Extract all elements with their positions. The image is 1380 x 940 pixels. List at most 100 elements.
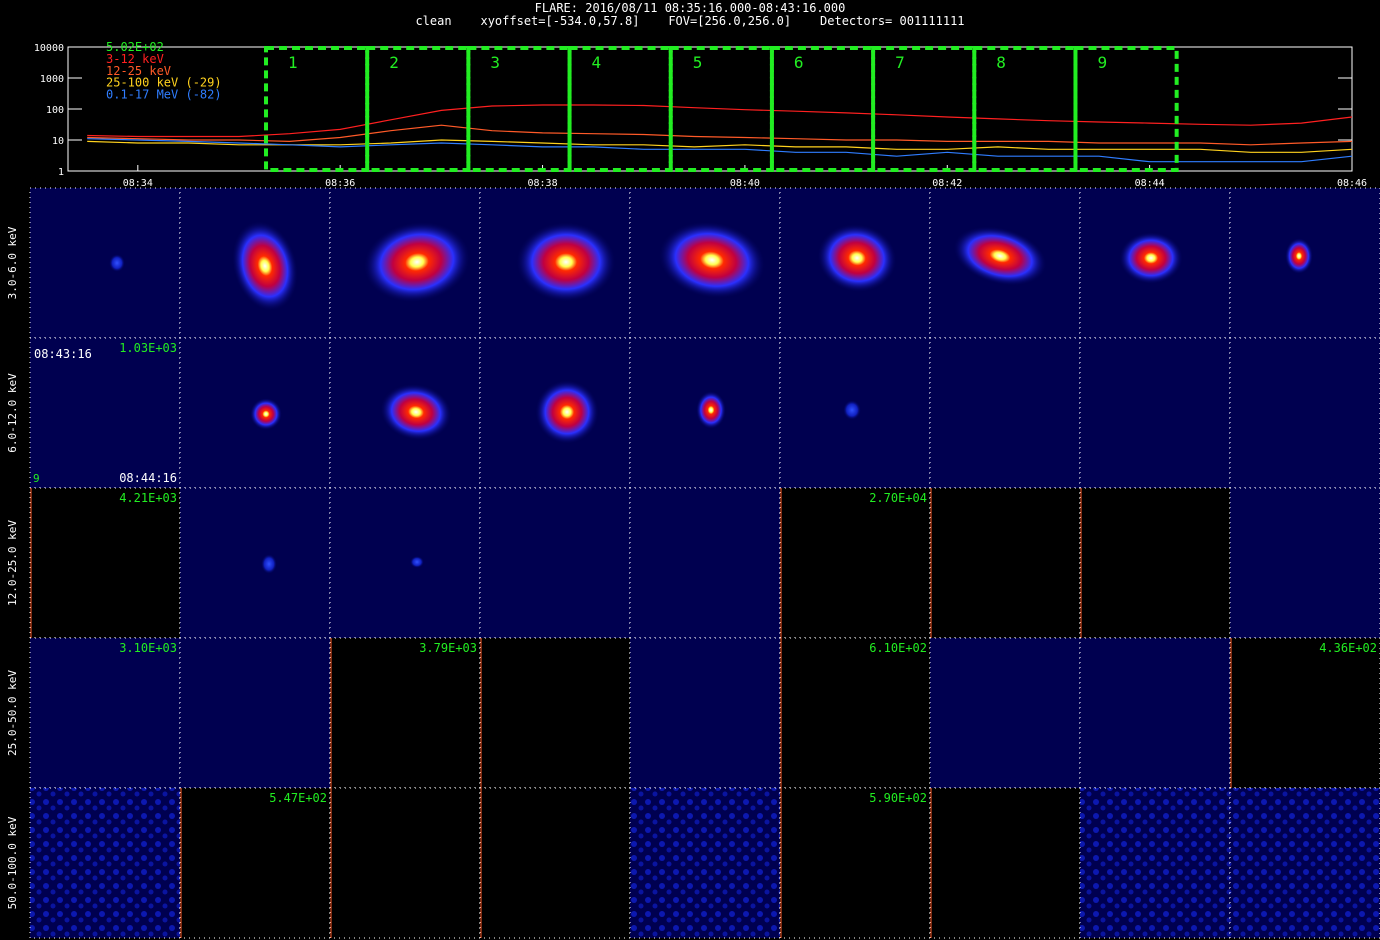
interval-label: 7 bbox=[895, 53, 905, 72]
image-cell bbox=[179, 637, 331, 789]
image-cell bbox=[929, 487, 1081, 639]
peak-annotation: 5.02E+02 bbox=[106, 40, 164, 54]
image-cell bbox=[479, 487, 631, 639]
peak-label: 3.10E+03 bbox=[119, 641, 177, 655]
source-image bbox=[953, 226, 1047, 286]
peak-label: 3.79E+03 bbox=[419, 641, 477, 655]
interval-label: 6 bbox=[794, 53, 804, 72]
series-line bbox=[87, 124, 1353, 146]
image-cell bbox=[929, 787, 1081, 939]
image-cell bbox=[629, 637, 781, 789]
y-tick-label: 100 bbox=[46, 105, 64, 116]
image-cell bbox=[29, 637, 181, 789]
image-cell bbox=[1079, 487, 1231, 639]
legend-entry: 12-25 keV bbox=[106, 64, 171, 78]
image-cell bbox=[779, 787, 931, 939]
row-label: 25.0-50.0 keV bbox=[6, 670, 19, 756]
peak-label: 4.36E+02 bbox=[1319, 641, 1377, 655]
plot-frame bbox=[67, 46, 1353, 172]
series-line bbox=[87, 139, 1353, 153]
image-cell bbox=[29, 187, 181, 339]
image-cell bbox=[329, 787, 481, 939]
interval-label: 3 bbox=[490, 53, 500, 72]
source-image bbox=[535, 380, 599, 444]
source-image bbox=[843, 400, 861, 420]
image-cell bbox=[179, 787, 331, 939]
legend-entry: 3-12 keV bbox=[106, 52, 164, 66]
x-tick-label: 08:34 bbox=[123, 178, 153, 189]
source-image bbox=[109, 254, 125, 272]
chart-subtitle: clean xyoffset=[-534.0,57.8] FOV=[256.0,… bbox=[415, 14, 964, 28]
legend-entry: 25-100 keV (-29) bbox=[106, 76, 222, 90]
image-cell bbox=[1229, 787, 1380, 939]
series-line bbox=[87, 138, 1353, 163]
image-cell bbox=[1079, 337, 1231, 489]
image-cell bbox=[29, 787, 181, 939]
row-label: 3.0-6.0 keV bbox=[6, 226, 19, 299]
chart-title: FLARE: 2016/08/11 08:35:16.000-08:43:16.… bbox=[535, 1, 846, 15]
image-cell bbox=[179, 487, 331, 639]
interval-index: 9 bbox=[33, 472, 40, 485]
peak-label: 4.21E+03 bbox=[119, 491, 177, 505]
image-cell bbox=[629, 487, 781, 639]
source-image bbox=[1285, 238, 1313, 274]
row-label: 50.0-100.0 keV bbox=[6, 816, 19, 909]
image-cell bbox=[29, 487, 181, 639]
x-tick-label: 08:40 bbox=[730, 178, 760, 189]
interval-label: 5 bbox=[693, 53, 703, 72]
image-cell bbox=[479, 787, 631, 939]
series-line bbox=[87, 104, 1353, 138]
peak-label: 5.90E+02 bbox=[869, 791, 927, 805]
row-label: 12.0-25.0 keV bbox=[6, 520, 19, 606]
y-tick-label: 10 bbox=[52, 136, 64, 147]
image-cell bbox=[479, 637, 631, 789]
source-image bbox=[817, 223, 897, 293]
image-cell bbox=[779, 637, 931, 789]
source-image bbox=[1119, 232, 1183, 284]
interval-box bbox=[1073, 46, 1179, 172]
y-tick-label: 1 bbox=[58, 167, 64, 178]
row-label: 6.0-12.0 keV bbox=[6, 373, 19, 453]
source-image bbox=[231, 220, 299, 312]
interval-label: 2 bbox=[389, 53, 399, 72]
interval-box bbox=[567, 46, 673, 172]
image-cell bbox=[1229, 337, 1380, 489]
image-cell bbox=[1079, 787, 1231, 939]
x-tick-label: 08:44 bbox=[1135, 178, 1165, 189]
image-cell bbox=[29, 337, 181, 489]
source-image bbox=[380, 383, 452, 441]
interval-box bbox=[871, 46, 977, 172]
legend-entry: 0.1-17 MeV (-82) bbox=[106, 87, 222, 101]
interval-label: 4 bbox=[592, 53, 602, 72]
x-tick-label: 08:38 bbox=[527, 178, 557, 189]
image-cell bbox=[929, 337, 1081, 489]
image-cell bbox=[779, 487, 931, 639]
interval-label: 8 bbox=[996, 53, 1006, 72]
image-cell bbox=[629, 787, 781, 939]
interval-label: 1 bbox=[288, 53, 298, 72]
peak-label: 5.47E+02 bbox=[269, 791, 327, 805]
x-tick-label: 08:46 bbox=[1337, 178, 1367, 189]
source-image bbox=[696, 391, 726, 429]
peak-label: 6.10E+02 bbox=[869, 641, 927, 655]
y-tick-label: 1000 bbox=[40, 74, 64, 85]
interval-box bbox=[466, 46, 572, 172]
x-tick-label: 08:36 bbox=[325, 178, 355, 189]
source-image bbox=[516, 222, 616, 302]
source-image bbox=[261, 554, 277, 574]
image-cell bbox=[329, 637, 481, 789]
interval-box bbox=[264, 46, 370, 172]
interval-box bbox=[769, 46, 876, 172]
peak-label: 2.70E+04 bbox=[869, 491, 927, 505]
interval-box bbox=[972, 46, 1078, 172]
image-cell bbox=[929, 637, 1081, 789]
time-end: 08:44:16 bbox=[119, 471, 177, 485]
interval-box bbox=[365, 46, 471, 172]
y-tick-label: 10000 bbox=[34, 43, 64, 54]
image-cell bbox=[329, 487, 481, 639]
interval-box bbox=[668, 46, 774, 172]
image-cell bbox=[1229, 487, 1380, 639]
source-image bbox=[363, 221, 471, 303]
peak-label: 1.03E+03 bbox=[119, 341, 177, 355]
